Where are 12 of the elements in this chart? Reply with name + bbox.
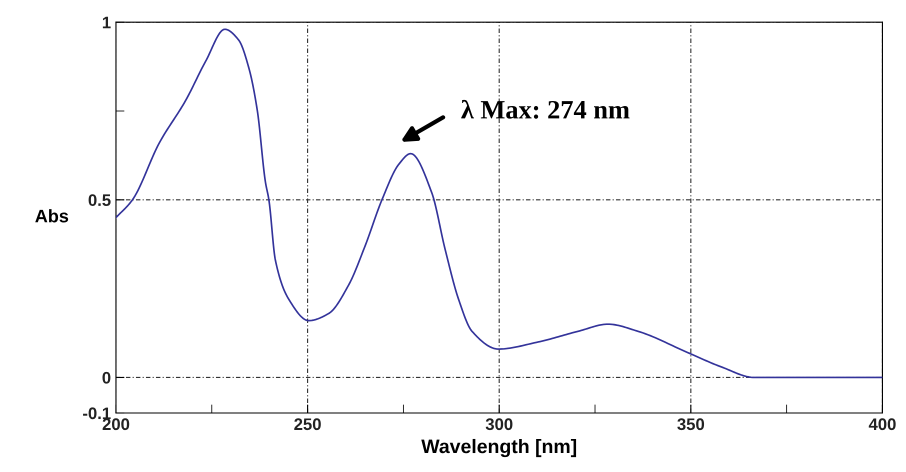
x-tick-label: 350 [677,418,704,430]
x-tick-label: 300 [486,418,512,430]
x-tick-label: 250 [294,418,321,430]
x-tick-label: 200 [102,418,130,430]
x-tick-label: 400 [868,418,896,430]
y-tick-label: 0.5 [88,194,111,206]
y-tick-label: 0 [102,372,110,384]
y-axis-title: Abs [35,209,68,222]
x-axis-title: Wavelength [nm] [421,438,576,458]
y-tick-label: 1 [102,16,111,28]
annotation: λ Max: 274 nm [461,100,630,119]
y-tick-label: -0.1 [83,407,111,420]
